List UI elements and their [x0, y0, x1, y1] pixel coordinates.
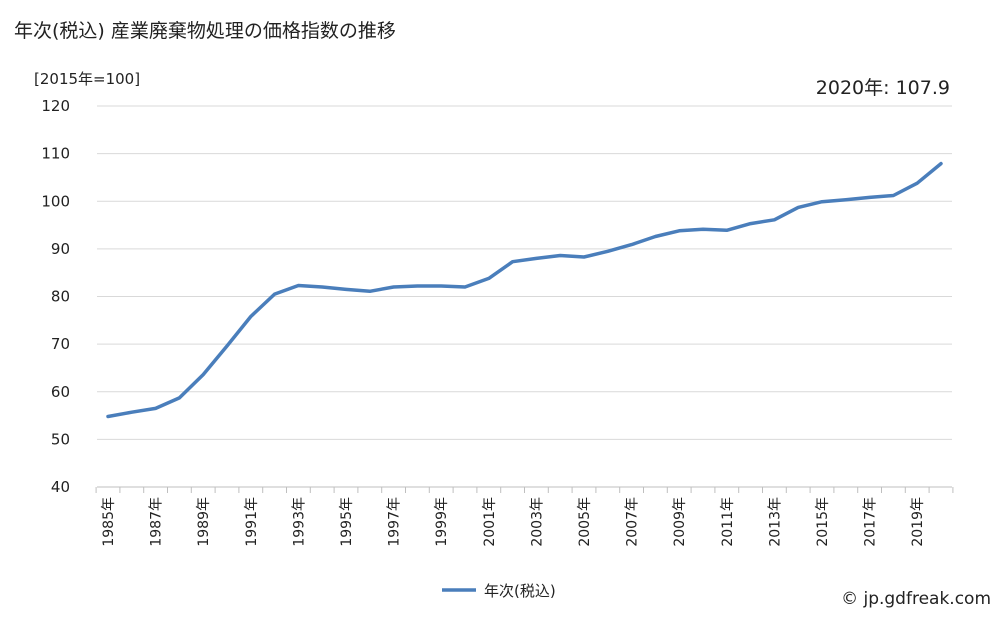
- x-tick-label: 2019年: [910, 497, 926, 547]
- data-point: [321, 286, 323, 288]
- x-tick-label: 2011年: [720, 497, 736, 547]
- data-point: [440, 285, 442, 287]
- x-tick-label: 2013年: [767, 497, 783, 547]
- x-tick-label: 2007年: [625, 497, 641, 547]
- y-axis-unit-label: [2015年=100]: [34, 70, 141, 88]
- y-tick-label: 100: [41, 192, 70, 210]
- y-tick-label: 110: [41, 145, 70, 163]
- data-point: [630, 243, 632, 245]
- data-point: [916, 182, 918, 184]
- series-line: [106, 161, 943, 419]
- data-point: [702, 228, 704, 230]
- y-tick-label: 70: [51, 335, 70, 353]
- data-point: [892, 194, 894, 196]
- data-point: [107, 415, 109, 417]
- data-point: [416, 285, 418, 287]
- data-point: [488, 277, 490, 279]
- x-tick-label: 1997年: [387, 497, 403, 547]
- data-point: [392, 286, 394, 288]
- data-point: [345, 288, 347, 290]
- data-point: [464, 286, 466, 288]
- data-point: [583, 256, 585, 258]
- x-tick-label: 2001年: [482, 497, 498, 547]
- data-point: [178, 397, 180, 399]
- latest-value-label: 2020年: 107.9: [815, 77, 950, 99]
- data-point: [154, 407, 156, 409]
- x-tick-label: 1991年: [244, 497, 260, 547]
- x-tick-label: 2005年: [577, 497, 593, 547]
- data-point: [369, 290, 371, 292]
- data-point: [845, 199, 847, 201]
- x-tick-label: 2017年: [863, 497, 879, 547]
- data-point: [678, 230, 680, 232]
- data-point: [821, 201, 823, 203]
- series-layer: [106, 161, 943, 419]
- data-point: [607, 250, 609, 252]
- x-tick-label: 1985年: [101, 497, 117, 547]
- y-tick-label: 60: [51, 383, 70, 401]
- x-tick-label: 1993年: [291, 497, 307, 547]
- data-point: [250, 315, 252, 317]
- legend-label: 年次(税込): [484, 582, 556, 600]
- y-tick-label: 120: [41, 97, 70, 115]
- y-tick-label: 50: [51, 430, 70, 448]
- chart-title: 年次(税込) 産業廃棄物処理の価格指数の推移: [14, 20, 396, 42]
- y-axis-ticks: 40 50 60 70 80 90 100 110 120: [41, 97, 70, 496]
- axes: [95, 486, 954, 493]
- copyright-credit: © jp.gdfreak.com: [841, 589, 991, 609]
- x-tick-label: 1989年: [196, 497, 212, 547]
- x-tick-label: 1987年: [149, 497, 165, 547]
- x-axis-ticks: 1985年 1987年 1989年 1991年 1993年 1995年 1997年 1999年…: [101, 497, 926, 547]
- data-point: [511, 261, 513, 263]
- x-tick-label: 1999年: [434, 497, 450, 547]
- data-point: [868, 196, 870, 198]
- y-tick-label: 90: [51, 240, 70, 258]
- data-point: [226, 345, 228, 347]
- data-point: [654, 235, 656, 237]
- x-tick-label: 1995年: [339, 497, 355, 547]
- data-point: [535, 257, 537, 259]
- x-tick-label: 2009年: [672, 497, 688, 547]
- x-tick-label: 2015年: [815, 497, 831, 547]
- data-point: [131, 411, 133, 413]
- data-point: [297, 284, 299, 286]
- data-point: [749, 222, 751, 224]
- data-point: [273, 293, 275, 295]
- x-tick-label: 2003年: [529, 497, 545, 547]
- y-tick-label: 80: [51, 288, 70, 306]
- data-point: [559, 254, 561, 256]
- data-point: [726, 229, 728, 231]
- y-tick-label: 40: [51, 478, 70, 496]
- grid-lines: [97, 105, 952, 440]
- data-point: [797, 206, 799, 208]
- legend: 年次(税込): [442, 582, 556, 600]
- data-point: [773, 219, 775, 221]
- data-point: [202, 373, 204, 375]
- data-point: [940, 162, 942, 164]
